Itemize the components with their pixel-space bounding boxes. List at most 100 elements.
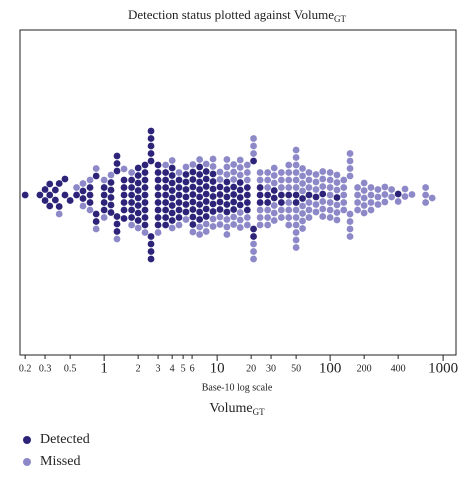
data-point	[367, 184, 375, 191]
data-point	[292, 184, 300, 191]
data-point	[120, 165, 128, 173]
data-point	[264, 214, 272, 221]
data-point	[250, 150, 257, 157]
data-point	[46, 202, 54, 210]
x-axis-note: Base-10 log scale	[202, 382, 273, 393]
legend-swatch	[23, 458, 31, 466]
data-point	[264, 199, 272, 206]
data-point	[333, 186, 341, 194]
data-point	[230, 168, 238, 176]
data-point	[107, 194, 115, 201]
data-point	[250, 248, 257, 255]
data-point	[354, 191, 361, 199]
x-tick-label: 20	[246, 363, 256, 374]
data-point	[147, 255, 155, 263]
x-tick-label: 50	[291, 363, 301, 374]
data-point	[189, 191, 197, 198]
data-point	[168, 187, 176, 194]
data-point	[55, 203, 63, 210]
data-point	[73, 191, 80, 199]
data-point	[285, 199, 293, 206]
data-point	[292, 191, 300, 199]
legend-label: Detected	[40, 432, 90, 447]
data-point	[100, 214, 108, 221]
data-point	[346, 210, 354, 218]
data-point	[292, 146, 300, 154]
data-point	[312, 171, 320, 178]
data-point	[236, 179, 244, 186]
data-point	[46, 191, 54, 199]
data-point	[388, 193, 396, 201]
plot-frame	[19, 29, 457, 356]
data-point	[202, 160, 210, 168]
data-point	[422, 184, 430, 191]
data-point	[250, 225, 257, 233]
data-point	[374, 201, 382, 208]
data-point	[236, 201, 244, 209]
data-point	[86, 176, 94, 184]
data-point	[202, 175, 210, 183]
data-point	[100, 206, 108, 214]
data-point	[230, 191, 238, 198]
data-point	[154, 169, 162, 176]
data-point	[66, 197, 74, 204]
data-point	[128, 176, 136, 184]
data-point	[216, 176, 224, 183]
data-point	[305, 169, 313, 176]
data-point	[270, 209, 278, 217]
x-tick-label: 6	[190, 363, 195, 374]
data-point	[394, 198, 402, 205]
data-point	[86, 191, 94, 199]
data-point	[196, 178, 204, 186]
data-point	[147, 142, 155, 150]
data-point	[202, 190, 210, 198]
data-point	[256, 184, 264, 191]
data-point	[162, 184, 170, 191]
data-point	[236, 194, 244, 201]
data-point	[277, 199, 285, 206]
data-point	[243, 206, 251, 214]
data-point	[270, 172, 278, 179]
data-point	[264, 176, 272, 184]
data-point	[92, 172, 100, 180]
data-point	[270, 217, 278, 224]
data-point	[147, 135, 155, 142]
x-tick-label: 200	[357, 363, 372, 374]
data-point	[236, 209, 244, 216]
data-point	[374, 186, 382, 193]
data-point	[256, 191, 264, 199]
data-point	[319, 213, 327, 220]
data-point	[162, 169, 170, 176]
data-point	[223, 231, 231, 238]
data-point	[141, 206, 149, 214]
data-point	[141, 229, 149, 236]
data-point	[61, 191, 69, 199]
data-point	[196, 201, 204, 208]
data-point	[61, 175, 69, 183]
data-point	[305, 214, 313, 221]
data-point	[326, 191, 334, 199]
data-point	[408, 191, 416, 198]
data-point	[394, 190, 402, 198]
data-point	[189, 183, 197, 191]
data-point	[154, 229, 162, 236]
data-point	[333, 179, 341, 186]
data-point	[299, 195, 306, 202]
data-point	[168, 172, 176, 179]
data-point	[305, 176, 313, 184]
data-point	[292, 236, 300, 244]
data-point	[305, 184, 313, 191]
data-point	[113, 213, 121, 220]
data-point	[340, 184, 348, 191]
data-point	[41, 186, 49, 193]
data-point	[92, 218, 100, 225]
data-point	[292, 229, 300, 236]
data-point	[154, 191, 162, 199]
data-point	[209, 155, 217, 163]
legend-swatch	[23, 436, 31, 444]
data-point	[346, 165, 354, 172]
data-point	[367, 206, 375, 214]
data-point	[299, 225, 306, 232]
data-point	[92, 165, 100, 172]
data-point	[312, 178, 320, 186]
